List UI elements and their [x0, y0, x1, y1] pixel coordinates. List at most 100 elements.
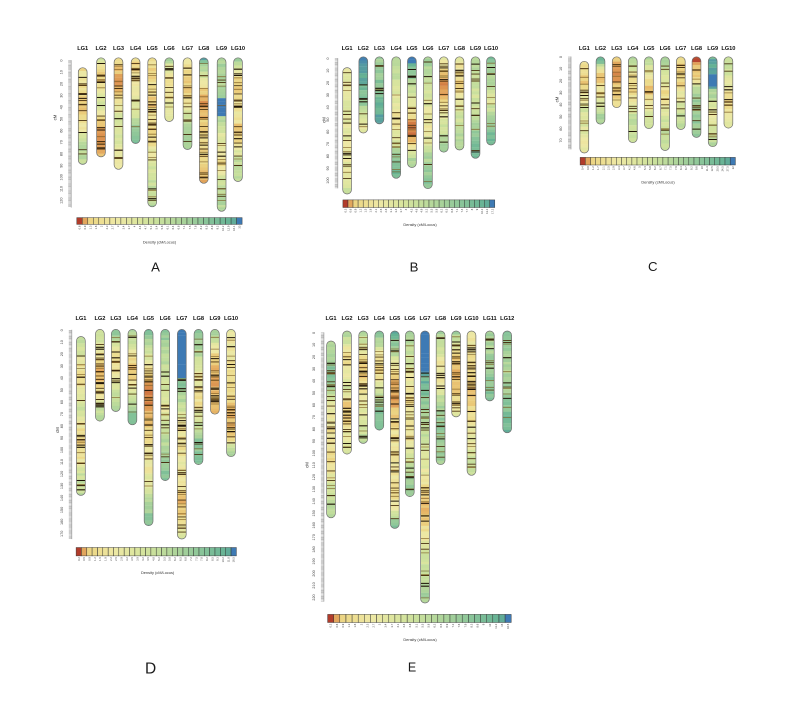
- svg-text:LG6: LG6: [422, 46, 433, 52]
- svg-text:LG2: LG2: [342, 316, 353, 322]
- svg-text:4.5: 4.5: [146, 557, 150, 561]
- svg-text:9.2: 9.2: [689, 166, 693, 170]
- svg-text:LG1: LG1: [342, 46, 353, 52]
- svg-text:LG7: LG7: [675, 46, 686, 52]
- svg-text:40: 40: [559, 103, 563, 107]
- svg-text:0: 0: [60, 329, 64, 331]
- svg-text:LG1: LG1: [326, 316, 337, 322]
- svg-text:6.5: 6.5: [178, 557, 182, 561]
- svg-text:5.5: 5.5: [430, 208, 434, 212]
- svg-text:5.2: 5.2: [157, 557, 161, 561]
- svg-text:15: 15: [500, 623, 504, 626]
- svg-text:5.1: 5.1: [414, 623, 418, 627]
- svg-text:60: 60: [326, 130, 330, 134]
- svg-text:8.7: 8.7: [684, 166, 688, 170]
- svg-text:LG8: LG8: [198, 46, 209, 52]
- svg-text:150: 150: [312, 510, 316, 516]
- svg-text:4.4: 4.4: [402, 623, 406, 627]
- svg-text:70: 70: [60, 412, 64, 416]
- svg-text:100: 100: [59, 174, 63, 180]
- svg-text:100: 100: [60, 447, 64, 453]
- svg-text:2.9: 2.9: [612, 166, 616, 170]
- svg-text:20.5: 20.5: [715, 166, 719, 172]
- svg-text:0.2: 0.2: [77, 557, 81, 561]
- svg-text:LG8: LG8: [691, 46, 702, 52]
- svg-text:4.3: 4.3: [409, 208, 413, 212]
- svg-text:Density (cM/Locus): Density (cM/Locus): [403, 222, 437, 227]
- svg-text:60: 60: [59, 129, 63, 133]
- svg-text:8.2: 8.2: [205, 557, 209, 561]
- svg-text:1.2: 1.2: [93, 557, 97, 561]
- svg-text:1.3: 1.3: [347, 623, 351, 627]
- svg-text:4.8: 4.8: [408, 623, 412, 627]
- svg-text:7.9: 7.9: [463, 623, 467, 627]
- svg-text:LG5: LG5: [389, 316, 400, 322]
- svg-text:200: 200: [312, 570, 316, 576]
- svg-text:3.4: 3.4: [394, 208, 398, 212]
- svg-text:5.4: 5.4: [155, 225, 159, 229]
- svg-text:cM: cM: [555, 96, 560, 102]
- svg-text:120: 120: [59, 198, 63, 204]
- svg-text:10: 10: [559, 67, 563, 71]
- svg-text:80: 80: [312, 427, 316, 431]
- svg-text:50: 50: [326, 117, 330, 121]
- svg-text:5.2: 5.2: [424, 208, 428, 212]
- svg-text:80: 80: [326, 154, 330, 158]
- svg-text:LG4: LG4: [127, 316, 139, 322]
- svg-text:40: 40: [59, 105, 63, 109]
- svg-text:LG10: LG10: [721, 46, 735, 52]
- svg-text:LG8: LG8: [454, 46, 465, 52]
- svg-text:LG6: LG6: [660, 46, 671, 52]
- svg-text:16.5: 16.5: [232, 557, 236, 563]
- svg-text:7.8: 7.8: [200, 557, 204, 561]
- svg-text:LG6: LG6: [404, 316, 415, 322]
- svg-text:5.5: 5.5: [162, 557, 166, 561]
- svg-text:140: 140: [60, 495, 64, 501]
- svg-text:30: 30: [59, 93, 63, 97]
- svg-text:5.8: 5.8: [435, 208, 439, 212]
- svg-text:130: 130: [60, 483, 64, 489]
- svg-text:LG10: LG10: [231, 46, 245, 52]
- svg-text:11.8: 11.8: [226, 557, 230, 563]
- svg-text:5.1: 5.1: [149, 225, 153, 229]
- svg-text:70: 70: [312, 415, 316, 419]
- svg-text:2.9: 2.9: [120, 557, 124, 561]
- svg-text:0.3: 0.3: [343, 208, 347, 212]
- svg-text:210: 210: [312, 582, 316, 588]
- svg-text:8: 8: [470, 208, 474, 210]
- svg-text:4: 4: [133, 225, 137, 227]
- svg-text:LG10: LG10: [224, 316, 238, 322]
- svg-text:8.3: 8.3: [679, 166, 683, 170]
- svg-text:5.8: 5.8: [648, 166, 652, 170]
- svg-text:LG3: LG3: [611, 46, 622, 52]
- svg-text:16.5: 16.5: [506, 623, 510, 629]
- svg-text:5.8: 5.8: [168, 557, 172, 561]
- svg-text:cM: cM: [55, 427, 60, 433]
- svg-text:1.5: 1.5: [364, 208, 368, 212]
- svg-text:90: 90: [60, 436, 64, 440]
- svg-text:2.5: 2.5: [379, 208, 383, 212]
- svg-text:50: 50: [312, 391, 316, 395]
- svg-text:20: 20: [312, 355, 316, 359]
- svg-text:30: 30: [60, 364, 64, 368]
- svg-text:1.8: 1.8: [369, 208, 373, 212]
- svg-text:6.8: 6.8: [177, 225, 181, 229]
- svg-text:2.8: 2.8: [384, 208, 388, 212]
- svg-text:40: 40: [60, 376, 64, 380]
- svg-text:6.1: 6.1: [166, 225, 170, 229]
- svg-text:LG6: LG6: [160, 316, 171, 322]
- svg-text:6.5: 6.5: [445, 208, 449, 212]
- svg-text:10: 10: [60, 340, 64, 344]
- svg-text:D: D: [145, 660, 156, 677]
- svg-text:8.5: 8.5: [204, 225, 208, 229]
- svg-text:50: 50: [59, 117, 63, 121]
- svg-text:30: 30: [559, 91, 563, 95]
- svg-text:2: 2: [359, 623, 363, 625]
- svg-text:3.3: 3.3: [617, 166, 621, 170]
- svg-text:2.5: 2.5: [607, 166, 611, 170]
- svg-text:3.7: 3.7: [127, 225, 131, 229]
- svg-text:1.6: 1.6: [353, 623, 357, 627]
- svg-text:12.5: 12.5: [710, 166, 714, 172]
- svg-text:120: 120: [312, 474, 316, 480]
- svg-text:40: 40: [312, 379, 316, 383]
